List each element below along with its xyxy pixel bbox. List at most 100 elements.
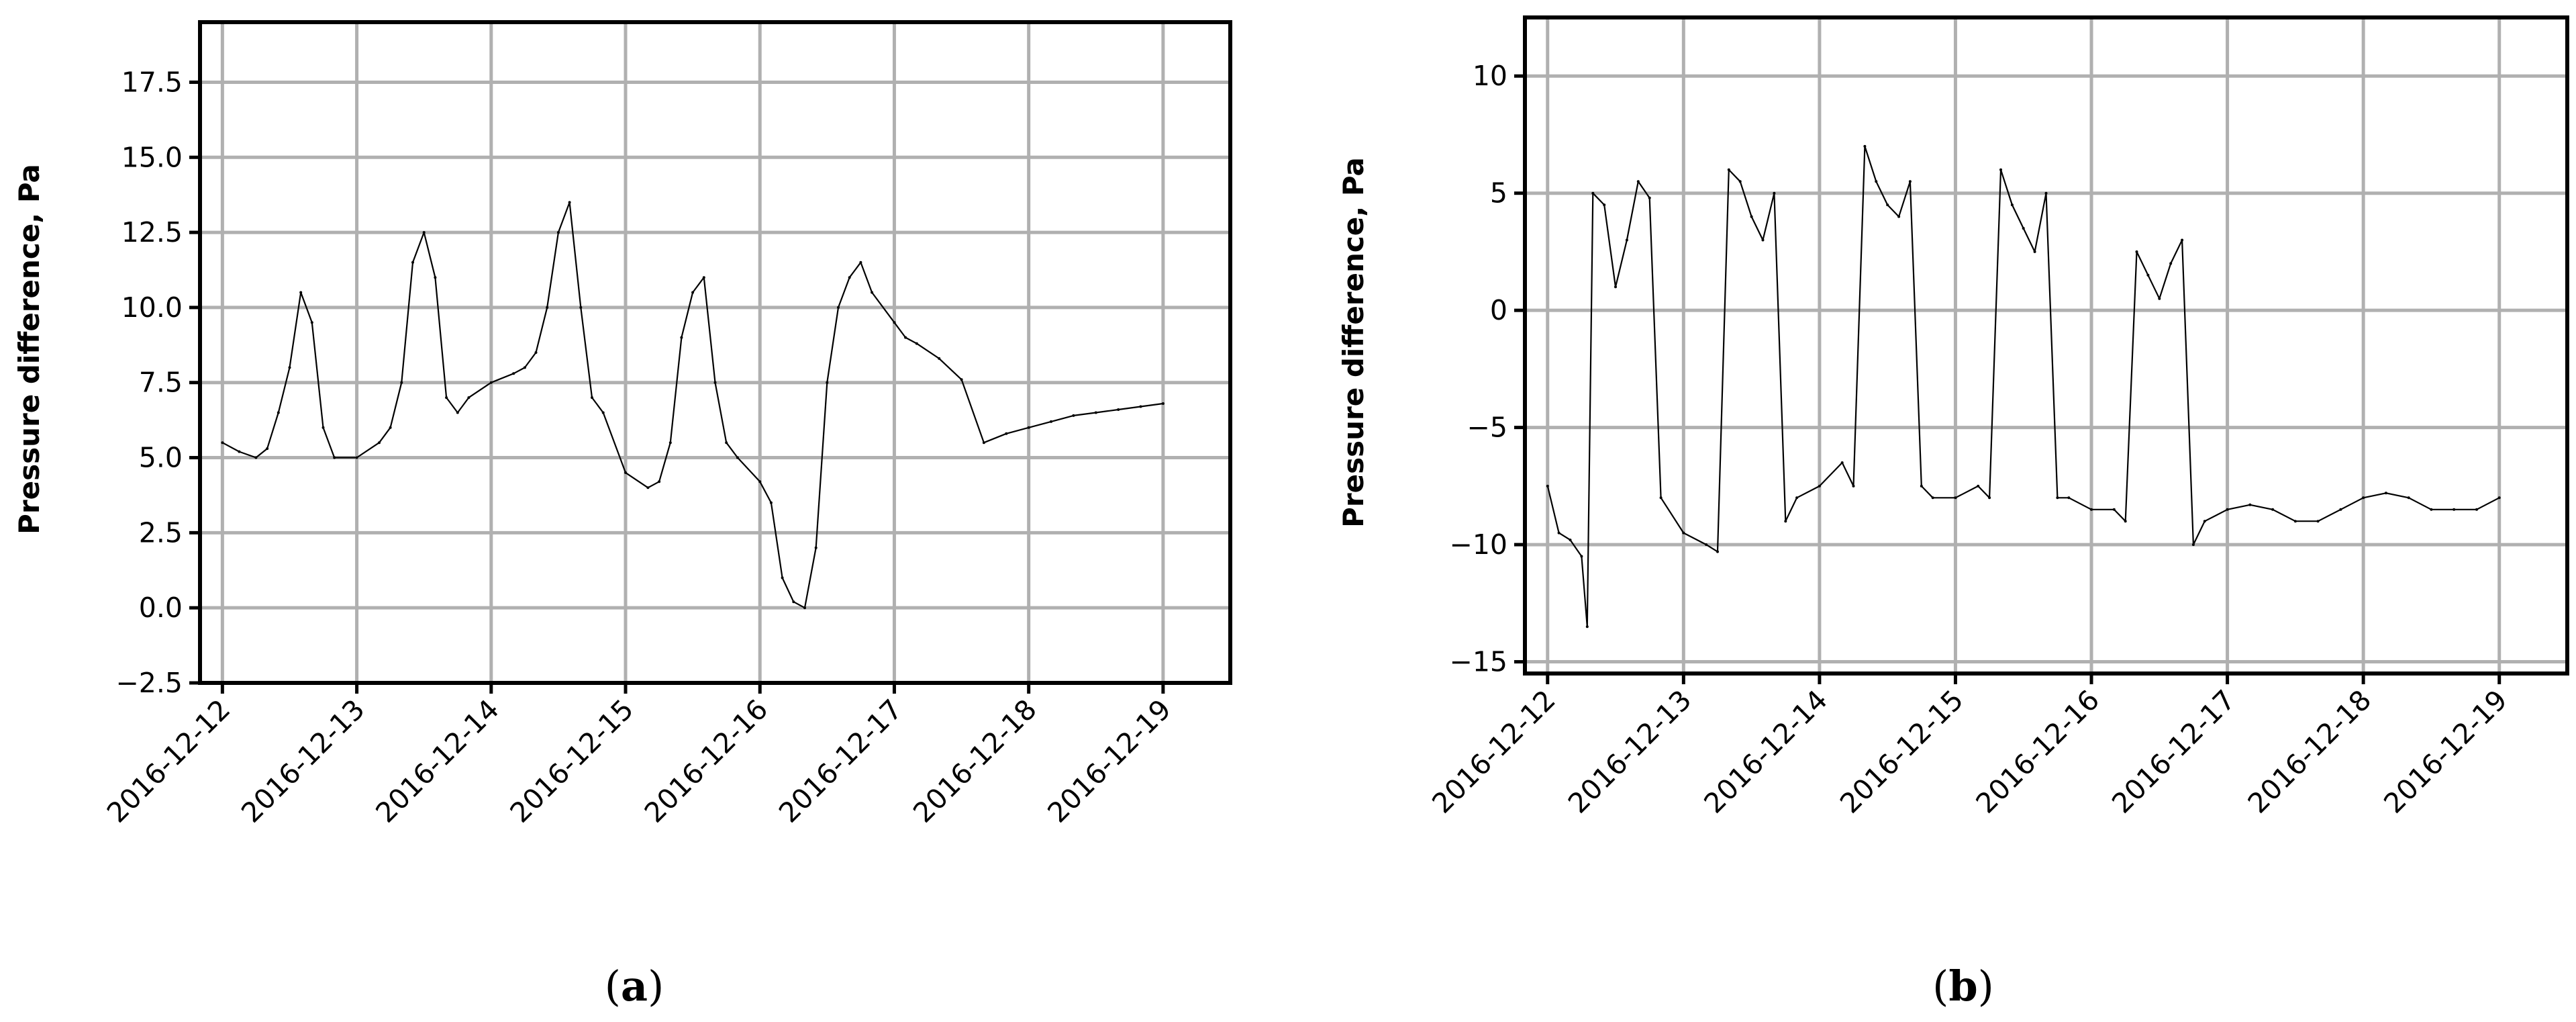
data-point: [2248, 503, 2252, 506]
data-point: [1161, 402, 1165, 405]
data-point: [1977, 484, 1980, 487]
data-point: [769, 501, 773, 504]
data-point: [534, 351, 538, 354]
data-point: [445, 396, 448, 400]
x-tick-label: 2016-12-16: [1970, 684, 2106, 819]
data-point: [2475, 508, 2478, 511]
data-point: [489, 381, 493, 384]
data-point: [2181, 238, 2184, 242]
data-point: [658, 480, 661, 483]
data-point: [1954, 496, 1957, 500]
data-point: [1897, 215, 1901, 218]
data-point: [2316, 520, 2320, 523]
data-point: [814, 546, 818, 549]
y-tick-label: 12.5: [121, 216, 183, 248]
data-point: [1005, 432, 1008, 435]
x-tick-label: 2016-12-13: [235, 693, 370, 829]
y-axis-label-b: Pressure difference, Pa: [1337, 157, 1370, 528]
data-point: [1094, 411, 1097, 414]
data-point: [893, 321, 896, 324]
plot-frame-b: [1523, 15, 2569, 676]
data-point: [960, 378, 963, 381]
data-point: [803, 606, 806, 610]
data-point: [1625, 238, 1628, 242]
x-tick-label: 2016-12-14: [369, 693, 505, 829]
y-tick-label: 0: [1490, 294, 1507, 326]
data-point: [781, 576, 784, 579]
data-point: [1784, 520, 1787, 523]
data-point: [2022, 227, 2025, 230]
data-point: [1773, 191, 1776, 195]
y-tick-label: −10: [1449, 528, 1507, 561]
data-point: [2067, 496, 2071, 500]
data-point: [691, 291, 695, 294]
grid-a: [200, 22, 1230, 685]
x-tick-label: 2016-12-12: [1426, 684, 1561, 819]
data-point: [1139, 405, 1142, 408]
data-point: [355, 456, 358, 459]
data-point: [1920, 484, 1923, 487]
data-point: [736, 456, 739, 459]
data-point: [1818, 484, 1821, 487]
data-point: [467, 396, 470, 400]
x-tick-label: 2016-12-18: [2242, 684, 2377, 819]
data-point: [512, 372, 515, 375]
data-point: [601, 411, 605, 414]
data-point: [1050, 420, 1052, 423]
data-point: [2169, 262, 2173, 265]
y-tick-label: 17.5: [121, 66, 183, 98]
data-point: [1569, 539, 1572, 542]
data-point: [266, 447, 269, 451]
data-point: [1603, 203, 1606, 207]
y-tick-label: 5.0: [139, 442, 183, 474]
data-point: [2407, 496, 2410, 500]
x-tick-label: 2016-12-17: [2106, 684, 2241, 819]
data-point: [2430, 508, 2433, 511]
series-line-b: [1546, 145, 2500, 628]
data-point: [411, 261, 414, 264]
series-line-a: [221, 201, 1164, 609]
data-point: [299, 291, 303, 294]
data-point: [826, 381, 829, 384]
y-tick-label: −2.5: [115, 667, 183, 699]
data-point: [624, 471, 627, 474]
data-point: [1585, 625, 1589, 629]
x-tick-label: 2016-12-19: [2377, 684, 2513, 819]
y-axis-label-a: Pressure difference, Pa: [13, 164, 46, 535]
data-point: [2497, 496, 2501, 500]
data-point: [859, 261, 862, 264]
data-point: [2158, 297, 2161, 300]
data-point: [1636, 180, 1640, 183]
data-point: [1117, 408, 1120, 411]
y-tick-label: 5: [1490, 177, 1507, 210]
data-point: [389, 426, 392, 429]
data-point: [1886, 203, 1889, 207]
data-point: [288, 366, 291, 369]
data-point: [321, 426, 325, 429]
data-point: [2146, 273, 2150, 277]
data-point: [1705, 543, 1708, 547]
data-point: [1659, 496, 1663, 500]
data-point: [2339, 508, 2342, 511]
data-point: [2112, 508, 2116, 511]
data-point: [1999, 168, 2002, 171]
data-point: [1738, 180, 1742, 183]
y-tick-label: 10: [1473, 60, 1507, 92]
data-point: [333, 456, 336, 459]
data-point: [1750, 215, 1753, 218]
data-point: [1795, 496, 1799, 500]
data-point: [434, 276, 437, 279]
data-point: [2384, 492, 2387, 495]
x-tick-label: 2016-12-15: [504, 693, 640, 829]
x-tick-label: 2016-12-15: [1834, 684, 1969, 819]
data-point: [2135, 250, 2138, 253]
y-tick-label: −15: [1449, 646, 1507, 678]
x-tick-label: 2016-12-16: [638, 693, 774, 829]
data-point: [2044, 191, 2048, 195]
data-point: [254, 456, 258, 459]
data-point: [2010, 203, 2014, 207]
data-point: [646, 486, 650, 490]
data-point: [422, 231, 426, 234]
data-point: [1727, 168, 1730, 171]
data-point: [378, 441, 381, 445]
